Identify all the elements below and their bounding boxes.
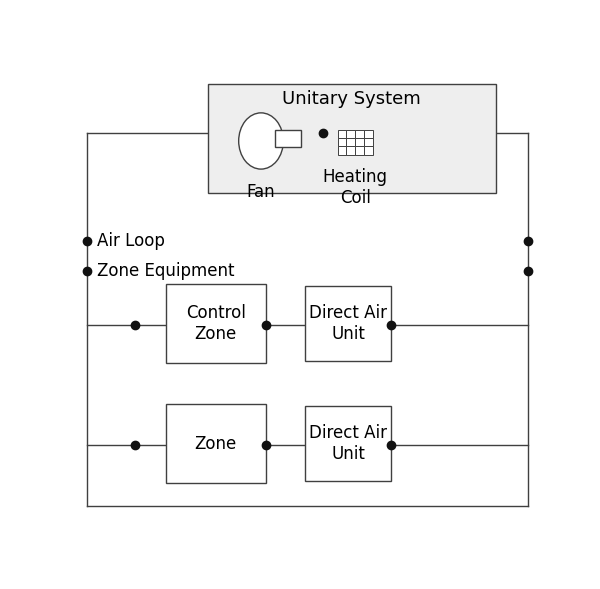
Text: Direct Air
Unit: Direct Air Unit	[309, 304, 387, 343]
Text: Unitary System: Unitary System	[283, 90, 421, 108]
Bar	[364, 138, 373, 146]
Text: Control
Zone: Control Zone	[186, 304, 245, 343]
Text: Fan: Fan	[247, 183, 275, 201]
Bar	[364, 130, 373, 138]
Bar	[364, 146, 373, 154]
Bar	[355, 138, 364, 146]
Bar	[275, 130, 301, 147]
Bar	[338, 130, 346, 138]
Bar	[346, 146, 355, 154]
Bar	[208, 84, 496, 193]
Bar	[346, 138, 355, 146]
Text: Direct Air
Unit: Direct Air Unit	[309, 424, 387, 463]
Text: Zone: Zone	[194, 435, 237, 453]
Bar	[338, 146, 346, 154]
Bar	[305, 286, 391, 361]
Text: Air Loop: Air Loop	[97, 231, 165, 250]
Text: Zone Equipment: Zone Equipment	[97, 262, 235, 280]
Ellipse shape	[239, 113, 283, 169]
Bar	[166, 284, 266, 363]
Bar	[305, 406, 391, 481]
Text: Heating
Coil: Heating Coil	[323, 168, 388, 207]
Bar	[355, 146, 364, 154]
Bar	[355, 130, 364, 138]
Bar	[346, 130, 355, 138]
Bar	[166, 404, 266, 484]
Bar	[338, 138, 346, 146]
